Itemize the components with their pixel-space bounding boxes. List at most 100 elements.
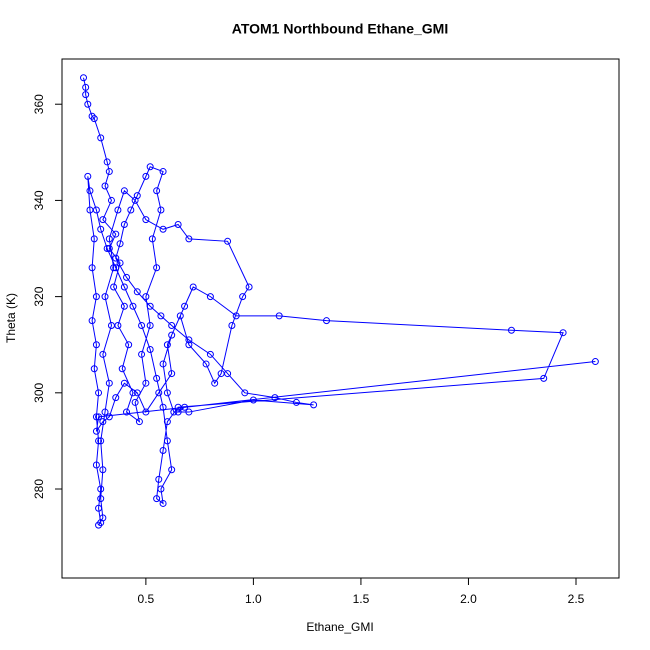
point-marker — [245, 283, 253, 291]
point-marker — [88, 264, 96, 272]
point-marker — [224, 237, 232, 245]
point-marker — [148, 235, 156, 243]
point-marker — [90, 235, 98, 243]
point-marker — [120, 379, 128, 387]
point-marker — [174, 220, 182, 228]
point-marker — [97, 225, 105, 233]
point-marker — [142, 216, 150, 224]
point-marker — [138, 350, 146, 358]
point-marker — [99, 350, 107, 358]
point-marker — [176, 312, 184, 320]
point-marker — [123, 273, 131, 281]
point-marker — [112, 254, 120, 262]
point-marker — [92, 293, 100, 301]
point-marker — [217, 370, 225, 378]
point-marker — [97, 437, 105, 445]
point-marker — [174, 408, 182, 416]
point-marker — [159, 168, 167, 176]
y-tick-label: 320 — [32, 286, 46, 306]
point-marker — [540, 374, 548, 382]
point-marker — [159, 499, 167, 507]
point-marker — [97, 485, 105, 493]
point-marker — [86, 187, 94, 195]
point-marker — [112, 394, 120, 402]
point-marker — [110, 264, 118, 272]
point-marker — [129, 389, 137, 397]
point-marker — [84, 172, 92, 180]
point-marker — [249, 396, 257, 404]
y-tick-label: 340 — [32, 190, 46, 210]
point-marker — [323, 317, 331, 325]
point-marker — [120, 187, 128, 195]
point-marker — [159, 403, 167, 411]
point-marker — [127, 206, 135, 214]
point-marker — [105, 245, 113, 253]
point-marker — [99, 514, 107, 522]
point-marker — [105, 235, 113, 243]
point-marker — [163, 341, 171, 349]
point-marker — [129, 302, 137, 310]
point-marker — [155, 389, 163, 397]
point-marker — [146, 321, 154, 329]
point-marker — [146, 163, 154, 171]
x-tick-label: 2.0 — [460, 592, 477, 606]
point-marker — [157, 206, 165, 214]
point-marker — [163, 437, 171, 445]
point-marker — [107, 321, 115, 329]
point-marker — [241, 389, 249, 397]
point-marker — [507, 326, 515, 334]
y-tick-label: 300 — [32, 382, 46, 402]
point-marker — [99, 418, 107, 426]
point-marker — [168, 321, 176, 329]
point-marker — [185, 336, 193, 344]
point-marker — [153, 187, 161, 195]
point-marker — [146, 346, 154, 354]
point-marker — [92, 427, 100, 435]
point-marker — [168, 331, 176, 339]
point-marker — [116, 259, 124, 267]
point-marker — [163, 418, 171, 426]
point-marker — [591, 358, 599, 366]
point-marker — [159, 225, 167, 233]
point-marker — [99, 216, 107, 224]
point-marker — [168, 466, 176, 474]
point-marker — [159, 447, 167, 455]
point-marker — [95, 389, 103, 397]
point-marker — [95, 504, 103, 512]
point-marker — [95, 521, 103, 529]
point-marker — [133, 389, 141, 397]
x-tick-label: 2.5 — [568, 592, 585, 606]
point-marker — [103, 158, 111, 166]
point-marker — [153, 374, 161, 382]
point-marker — [112, 264, 120, 272]
point-marker — [157, 312, 165, 320]
point-marker — [97, 134, 105, 142]
series-line — [83, 77, 596, 526]
point-marker — [118, 365, 126, 373]
point-marker — [155, 475, 163, 483]
point-marker — [95, 437, 103, 445]
point-marker — [170, 408, 178, 416]
point-marker — [181, 403, 189, 411]
point-marker — [185, 341, 193, 349]
point-marker — [142, 293, 150, 301]
point-marker — [107, 196, 115, 204]
point-marker — [101, 182, 109, 190]
point-marker — [185, 235, 193, 243]
point-marker — [271, 394, 279, 402]
point-marker — [159, 360, 167, 368]
point-marker — [125, 341, 133, 349]
point-marker — [138, 321, 146, 329]
y-tick-label: 280 — [32, 479, 46, 499]
point-marker — [82, 91, 90, 99]
point-marker — [131, 196, 139, 204]
point-marker — [202, 360, 210, 368]
point-marker — [185, 408, 193, 416]
point-marker — [110, 283, 118, 291]
point-marker — [206, 350, 214, 358]
point-marker — [97, 495, 105, 503]
point-marker — [239, 293, 247, 301]
point-marker — [112, 230, 120, 238]
point-marker — [206, 293, 214, 301]
